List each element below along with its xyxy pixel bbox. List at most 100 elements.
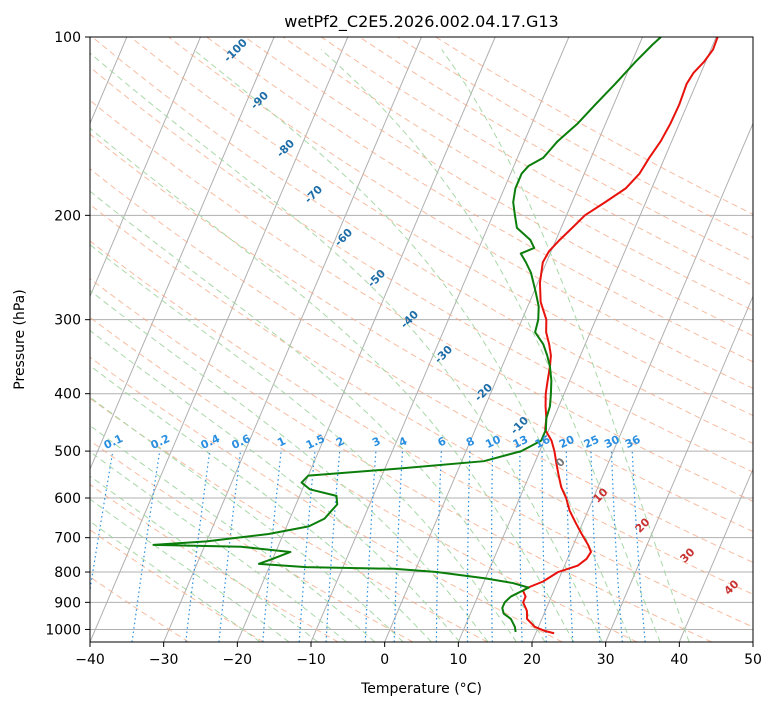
y-tick-label: 500 [54,444,81,460]
dry-adiabat-label: -20 [472,381,495,404]
y-tick-label: 600 [54,491,81,507]
moist-adiabat-label: 20 [633,515,653,535]
dry-adiabat [90,316,638,642]
y-tick-label: 400 [54,387,81,403]
isotherm-line [457,37,717,642]
moist-adiabat [90,52,603,642]
dry-adiabat [90,99,753,502]
mixing-ratio-label: 16 [533,433,553,451]
x-tick-label: 0 [380,652,389,668]
mixing-ratio-line [490,451,494,642]
mixing-ratio-line [435,451,442,642]
y-tick-label: 200 [54,208,81,224]
mixing-ratio-line [541,451,547,642]
background-lines [90,37,753,642]
moist-adiabat-label: 10 [591,485,611,505]
dry-adiabat [90,440,414,642]
mixing-ratio-line [610,451,623,642]
y-tick-label: 800 [54,565,81,581]
x-tick-label: 50 [744,652,762,668]
dry-adiabat-label: -40 [398,308,421,331]
isotherm-line [605,295,753,642]
dry-adiabat [90,278,712,642]
mixing-ratio-label: 0.6 [229,432,252,452]
mixing-ratio-line [590,451,601,642]
mixing-ratio-line [185,451,211,642]
dry-adiabat [168,37,753,389]
x-tick-label: −20 [223,652,253,668]
y-tick-label: 100 [54,30,81,46]
y-tick-label: 300 [54,313,81,329]
y-tick-label: 700 [54,531,81,547]
y-tick-label: 900 [54,595,81,611]
mixing-ratio-label: 0.4 [199,432,222,452]
dry-adiabat-label: -10 [508,414,531,437]
isotherm-line [384,37,643,642]
moist-adiabat [90,290,489,642]
moist-adiabat [90,424,376,642]
mixing-ratio-line [519,451,523,642]
series-layer [152,37,719,635]
dewpoint-line [152,37,662,633]
chart-title: wetPf2_C2E5.2026.002.04.17.G13 [284,12,558,32]
x-axis: −40 −30 −20 −10 0 10 20 30 40 50 [75,642,762,668]
dry-adiabat [282,37,753,312]
isotherm-line [90,37,201,298]
mixing-ratio-label: 0.1 [102,432,125,452]
dry-adiabat-label: -90 [248,89,271,112]
moist-adiabat [90,475,319,642]
isotherm-line [236,37,496,642]
mixing-ratio-label: 3 [370,434,382,449]
mixing-ratio-label: 1.5 [304,432,327,452]
dry-adiabat [244,37,753,337]
dry-adiabat-label: -80 [274,137,297,160]
moist-adiabat [90,498,290,642]
mixing-ratio-line [218,451,242,642]
moist-adiabat [90,520,261,642]
dry-adiabat [90,483,339,642]
moist-adiabat [320,49,661,642]
x-tick-label: 40 [670,652,688,668]
moist-adiabat [90,329,461,642]
mixing-ratio-label: 2 [334,434,346,449]
mixing-ratio-label: 6 [436,434,449,449]
dry-adiabat [90,397,488,642]
dry-adiabat [90,356,563,642]
y-axis-title: Pressure (hPa) [12,289,28,389]
mixing-ratio-line [364,451,377,642]
dry-adiabat [90,133,753,533]
mixing-ratio-line [325,451,341,642]
mixing-ratio-label: 8 [464,434,476,449]
x-tick-label: −30 [149,652,179,668]
mixing-ratio-label: 20 [557,433,577,451]
x-tick-label: −10 [296,652,326,668]
moist-adiabat-label: 40 [722,577,742,597]
dry-adiabat [90,576,190,642]
isotherm-line [90,37,275,471]
plot-frame [89,36,754,643]
dry-adiabat-label: -70 [302,183,325,206]
x-tick-label: −40 [75,652,105,668]
moist-adiabat [90,396,404,642]
mixing-ratio-line [565,451,574,642]
mixing-ratio-label: 10 [483,433,503,451]
isotherm-line [90,37,349,642]
dry-adiabat-label: -30 [432,343,455,366]
moist-adiabat [193,49,632,642]
x-tick-label: 10 [449,652,467,668]
mixing-ratio-label: 25 [582,433,601,451]
mixing-ratio-label: 4 [397,434,410,449]
mixing-ratio-label: 30 [602,433,622,451]
temperature-line [521,37,719,635]
mixing-ratio-line [631,451,646,642]
dry-adiabat-label: -50 [365,267,388,290]
dry-adiabat [90,203,753,595]
dry-adiabat [90,240,753,628]
mixing-ratio-line [262,451,282,642]
mixing-ratio-line [466,451,471,642]
moist-adiabat [90,190,546,642]
mixing-ratio-line [131,451,161,642]
isotherm-line [678,467,753,642]
x-tick-label: 20 [523,652,541,668]
